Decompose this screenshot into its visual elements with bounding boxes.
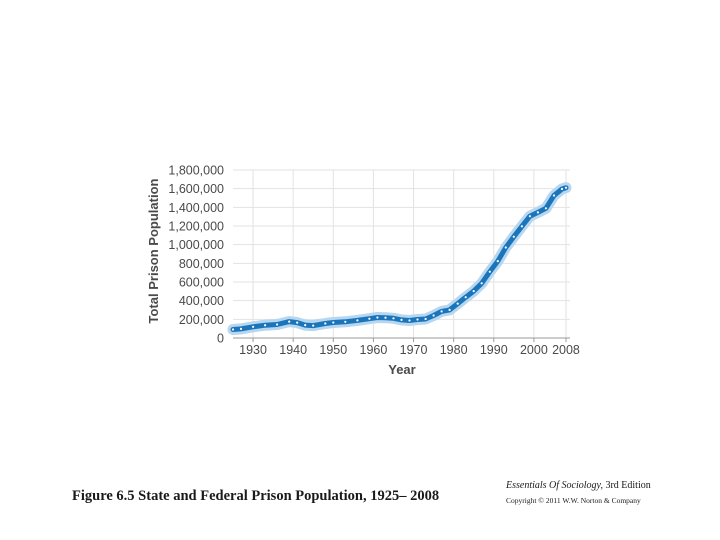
- y-tick-label: 1,000,000: [168, 238, 224, 252]
- data-point: [464, 296, 467, 299]
- plot-area: [233, 170, 570, 338]
- figure-caption: Figure 6.5 State and Federal Prison Popu…: [72, 488, 440, 504]
- y-tick-label: 800,000: [179, 257, 224, 271]
- data-point: [356, 319, 359, 322]
- data-point: [252, 325, 255, 328]
- x-tick-label: 1930: [239, 343, 267, 357]
- data-point: [520, 225, 524, 228]
- data-point: [304, 324, 307, 327]
- data-point: [544, 207, 548, 210]
- grid-lines: [233, 169, 570, 338]
- data-point: [528, 215, 532, 218]
- data-point: [536, 211, 540, 214]
- book-edition: 3rd Edition: [605, 480, 651, 491]
- x-axis-ticks: 1930 1940 1950 1960 1970 1980 1990 2000 2008: [239, 338, 580, 357]
- data-point: [324, 322, 327, 325]
- y-tick-label: 200,000: [179, 313, 224, 327]
- data-point: [312, 324, 315, 327]
- y-tick-label: 1,600,000: [168, 182, 224, 196]
- data-point: [239, 327, 243, 330]
- x-tick-label: 1960: [360, 343, 388, 357]
- data-point: [432, 314, 435, 317]
- source-credit: Essentials Of Sociology, 3rd Edition Cop…: [506, 480, 716, 505]
- x-tick-label: 1970: [400, 343, 428, 357]
- x-tick-label: 1990: [480, 343, 508, 357]
- x-tick-label: 1940: [279, 343, 307, 357]
- x-tick-label: 2008: [552, 343, 580, 357]
- y-tick-label: 0: [217, 332, 224, 346]
- data-point: [276, 323, 279, 326]
- data-point: [488, 270, 491, 273]
- data-point: [408, 319, 411, 322]
- source-line-title: Essentials Of Sociology, 3rd Edition: [506, 480, 716, 491]
- y-tick-label: 600,000: [179, 276, 224, 290]
- y-tick-label: 400,000: [179, 294, 224, 308]
- y-axis-title: Total Prison Population: [146, 178, 161, 323]
- data-point: [344, 320, 347, 323]
- series-group: [227, 182, 572, 335]
- data-point: [400, 318, 403, 321]
- data-point: [332, 321, 335, 324]
- data-point: [552, 194, 556, 197]
- data-point: [496, 260, 499, 263]
- data-point: [560, 187, 564, 191]
- data-point: [512, 235, 515, 238]
- data-point: [504, 246, 507, 249]
- data-point: [472, 290, 475, 293]
- y-tick-label: 1,200,000: [168, 220, 224, 234]
- data-point: [264, 324, 267, 327]
- y-tick-label: 1,400,000: [168, 201, 224, 215]
- data-point: [368, 317, 371, 320]
- data-point: [448, 308, 451, 311]
- y-axis-ticks: 0 200,000 400,000 600,000 800,000 1,000,000 1,…: [168, 164, 224, 346]
- x-axis-title: Year: [388, 362, 415, 377]
- data-point: [564, 186, 568, 189]
- y-tick-label: 1,800,000: [168, 164, 224, 178]
- data-point: [376, 316, 379, 319]
- data-point: [231, 328, 235, 331]
- data-point: [456, 302, 459, 305]
- data-point: [480, 282, 483, 285]
- x-tick-label: 2000: [520, 343, 548, 357]
- data-point: [440, 310, 443, 313]
- data-point: [392, 317, 395, 320]
- book-title: Essentials Of Sociology,: [506, 480, 603, 491]
- data-point: [288, 320, 291, 323]
- data-point: [424, 317, 427, 321]
- data-point: [416, 318, 419, 321]
- x-tick-label: 1980: [440, 343, 468, 357]
- copyright-notice: Copyright © 2011 W.W. Norton & Company: [506, 496, 641, 505]
- data-point: [384, 316, 387, 319]
- data-point: [296, 321, 299, 324]
- x-tick-label: 1950: [319, 343, 347, 357]
